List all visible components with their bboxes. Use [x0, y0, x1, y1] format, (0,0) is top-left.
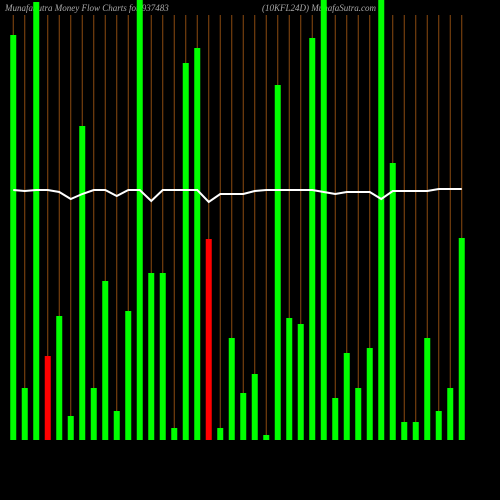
bar — [297, 324, 304, 440]
bar — [171, 428, 178, 440]
bar — [343, 353, 350, 440]
bar — [125, 311, 132, 440]
bar — [378, 0, 385, 440]
bar — [424, 338, 431, 440]
bar — [217, 428, 224, 440]
bar — [113, 411, 120, 440]
bar — [251, 374, 258, 440]
bar — [274, 85, 281, 440]
bar — [332, 398, 339, 440]
bar — [228, 338, 235, 440]
bar — [435, 411, 442, 440]
bar — [205, 239, 212, 440]
bar — [102, 281, 109, 440]
bar — [10, 35, 17, 440]
bar — [263, 435, 270, 440]
bar — [355, 388, 362, 440]
bar — [309, 38, 316, 440]
bar — [240, 393, 247, 440]
bar — [286, 318, 293, 440]
bar — [67, 416, 74, 440]
chart-title: MunafaSutra Money Flow Charts for 937483 — [4, 3, 169, 13]
bar — [389, 163, 396, 440]
bar — [21, 388, 28, 440]
chart-subtitle: (10KFL24D) MunafaSutra.com — [262, 3, 376, 13]
bar — [320, 0, 327, 440]
bar — [194, 48, 201, 440]
bar — [148, 273, 155, 440]
trend-line — [13, 188, 462, 204]
bar — [44, 356, 51, 440]
bar — [401, 422, 408, 440]
bar — [159, 273, 166, 440]
bar — [136, 0, 143, 440]
bar — [182, 63, 189, 440]
bar — [458, 238, 465, 440]
bar — [447, 388, 454, 440]
bar — [56, 316, 63, 440]
bar — [366, 348, 373, 440]
bar — [90, 388, 97, 440]
bar — [33, 2, 40, 440]
bar — [79, 126, 86, 440]
bar — [412, 422, 419, 440]
